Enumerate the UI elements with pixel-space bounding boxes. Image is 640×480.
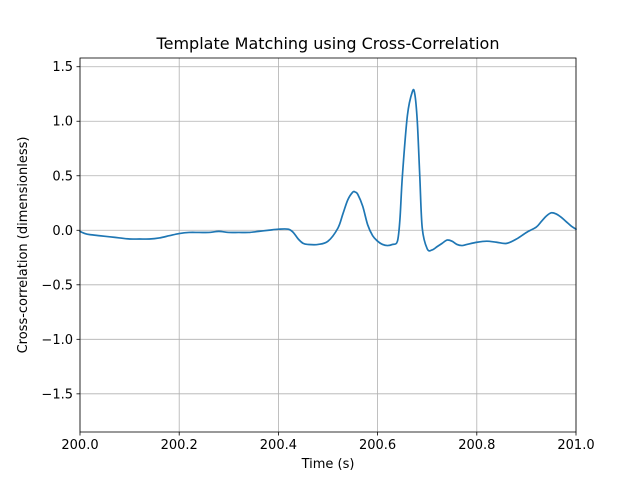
x-tick-label: 200.8 (458, 438, 495, 453)
x-tick-label: 200.0 (61, 438, 98, 453)
x-axis-label: Time (s) (301, 457, 355, 472)
x-tick-label: 200.4 (260, 438, 297, 453)
y-axis-label: Cross-correlation (dimensionless) (16, 137, 31, 354)
y-tick-label: −1.5 (41, 387, 73, 402)
y-tick-label: 0.0 (52, 224, 73, 239)
y-tick-label: 0.5 (52, 169, 73, 184)
x-tick-label: 200.6 (359, 438, 396, 453)
series-layer (79, 88, 577, 252)
series-line-0 (79, 88, 577, 252)
y-tick-label: −1.0 (41, 333, 73, 348)
x-tick-label: 200.2 (161, 438, 198, 453)
y-tick-label: 1.0 (52, 115, 73, 130)
chart-title: Template Matching using Cross-Correlatio… (156, 34, 500, 53)
ticks: 200.0 200.2 200.4 200.6 200.8 201.0 −1.5 −1.0 −0… (41, 60, 594, 453)
x-tick-label: 201.0 (557, 438, 594, 453)
y-tick-label: 1.5 (52, 60, 73, 75)
plot-frame (79, 57, 577, 433)
y-tick-label: −0.5 (41, 278, 73, 293)
